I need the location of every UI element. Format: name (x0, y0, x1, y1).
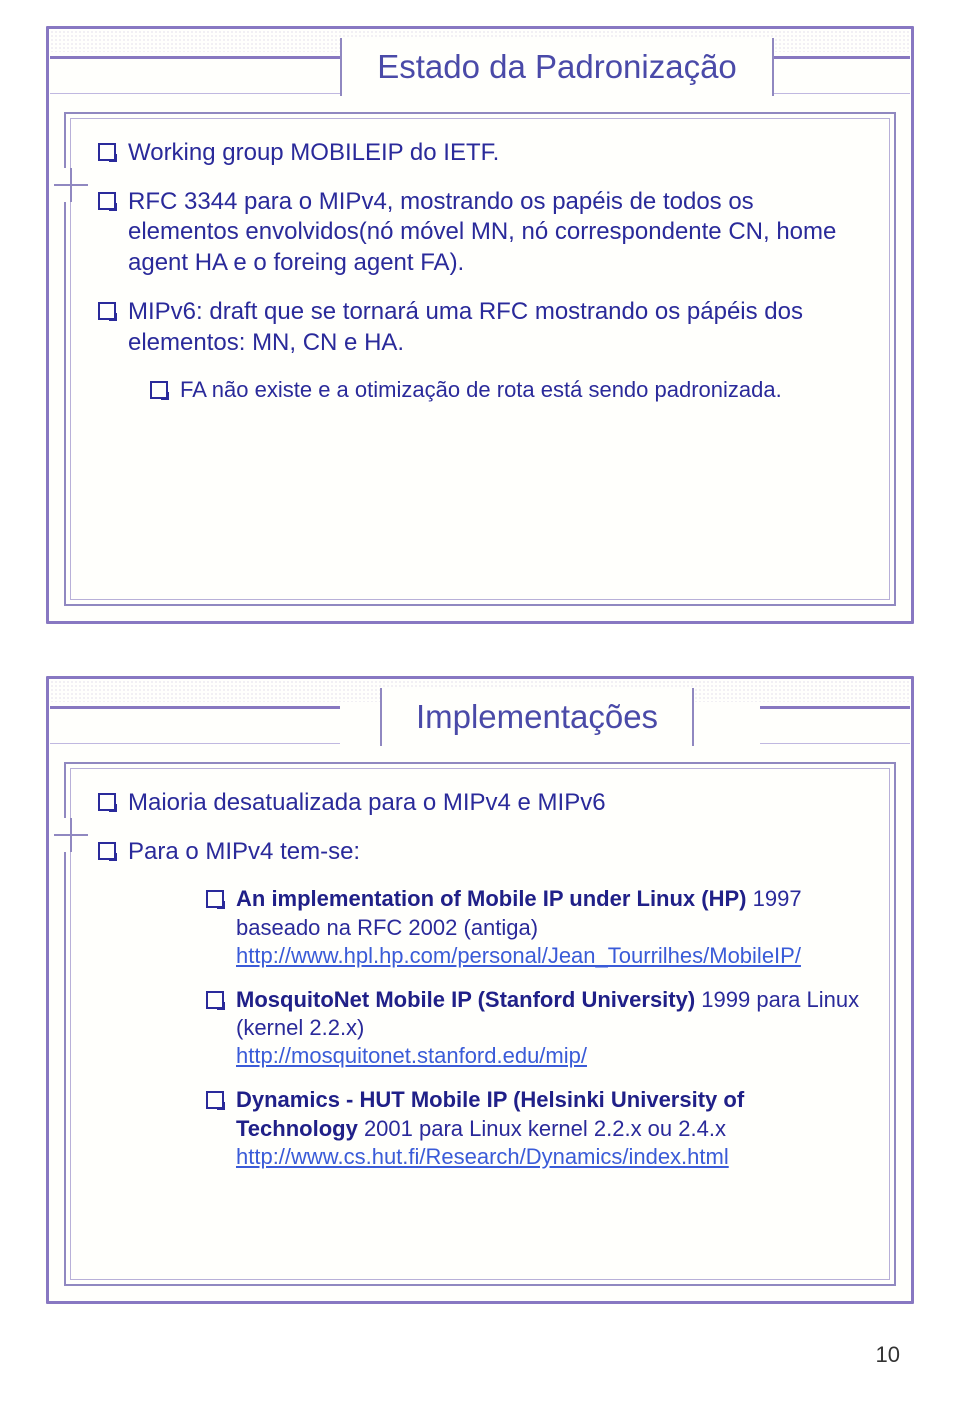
impl-item: MosquitoNet Mobile IP (Stanford Universi… (206, 986, 866, 1070)
impl-link[interactable]: http://www.hpl.hp.com/personal/Jean_Tour… (236, 943, 801, 968)
title-rule-right (760, 56, 910, 94)
square-bullet-icon (206, 890, 224, 908)
list-text: Para o MIPv4 tem-se: (128, 837, 866, 868)
list-item: Maioria desatualizada para o MIPv4 e MIP… (98, 788, 866, 819)
impl-name: An implementation of Mobile IP under Lin… (236, 886, 747, 911)
list-text: FA não existe e a otimização de rota est… (180, 376, 866, 404)
frame-border (911, 26, 914, 624)
list-item: RFC 3344 para o MIPv4, mostrando os papé… (98, 187, 866, 279)
page-number: 10 (876, 1342, 900, 1368)
title-rule-left (50, 706, 340, 744)
list-text: Maioria desatualizada para o MIPv4 e MIP… (128, 788, 866, 819)
square-bullet-icon (98, 793, 116, 811)
crosshair-icon (54, 818, 88, 852)
frame-border (46, 1301, 914, 1304)
slide-title: Estado da Padronização (377, 48, 737, 86)
crosshair-icon (54, 168, 88, 202)
frame-border (46, 676, 914, 679)
impl-name: MosquitoNet Mobile IP (Stanford Universi… (236, 987, 695, 1012)
slide-content: Maioria desatualizada para o MIPv4 e MIP… (98, 788, 866, 1270)
slide-title: Implementações (416, 698, 658, 736)
square-bullet-icon (98, 302, 116, 320)
slide-1: Estado da Padronização Working group MOB… (40, 20, 920, 630)
slide-2: Implementações Maioria desatualizada par… (40, 670, 920, 1310)
square-bullet-icon (98, 143, 116, 161)
impl-text: Dynamics - HUT Mobile IP (Helsinki Unive… (236, 1086, 866, 1170)
impl-link[interactable]: http://www.cs.hut.fi/Research/Dynamics/i… (236, 1144, 729, 1169)
slide-content: Working group MOBILEIP do IETF. RFC 3344… (98, 138, 866, 590)
title-box: Estado da Padronização (340, 38, 774, 96)
square-bullet-icon (98, 192, 116, 210)
square-bullet-icon (150, 381, 168, 399)
impl-link[interactable]: http://mosquitonet.stanford.edu/mip/ (236, 1043, 587, 1068)
frame-border (46, 621, 914, 624)
impl-item: An implementation of Mobile IP under Lin… (206, 885, 866, 969)
square-bullet-icon (206, 1091, 224, 1109)
square-bullet-icon (206, 991, 224, 1009)
title-box: Implementações (380, 688, 694, 746)
impl-item: Dynamics - HUT Mobile IP (Helsinki Unive… (206, 1086, 866, 1170)
impl-text: An implementation of Mobile IP under Lin… (236, 885, 866, 969)
list-text: RFC 3344 para o MIPv4, mostrando os papé… (128, 187, 866, 279)
list-item: Para o MIPv4 tem-se: (98, 837, 866, 868)
title-rule-right (760, 706, 910, 744)
frame-border (46, 26, 914, 29)
frame-border (46, 26, 49, 624)
impl-rest: 2001 para Linux kernel 2.2.x ou 2.4.x (358, 1116, 726, 1141)
frame-border (911, 676, 914, 1304)
list-text: MIPv6: draft que se tornará uma RFC most… (128, 297, 866, 358)
list-text: Working group MOBILEIP do IETF. (128, 138, 866, 169)
frame-border (46, 676, 49, 1304)
square-bullet-icon (98, 842, 116, 860)
title-rule-left (50, 56, 340, 94)
impl-text: MosquitoNet Mobile IP (Stanford Universi… (236, 986, 866, 1070)
list-item: MIPv6: draft que se tornará uma RFC most… (98, 297, 866, 358)
list-item: Working group MOBILEIP do IETF. (98, 138, 866, 169)
sub-list-item: FA não existe e a otimização de rota est… (150, 376, 866, 404)
